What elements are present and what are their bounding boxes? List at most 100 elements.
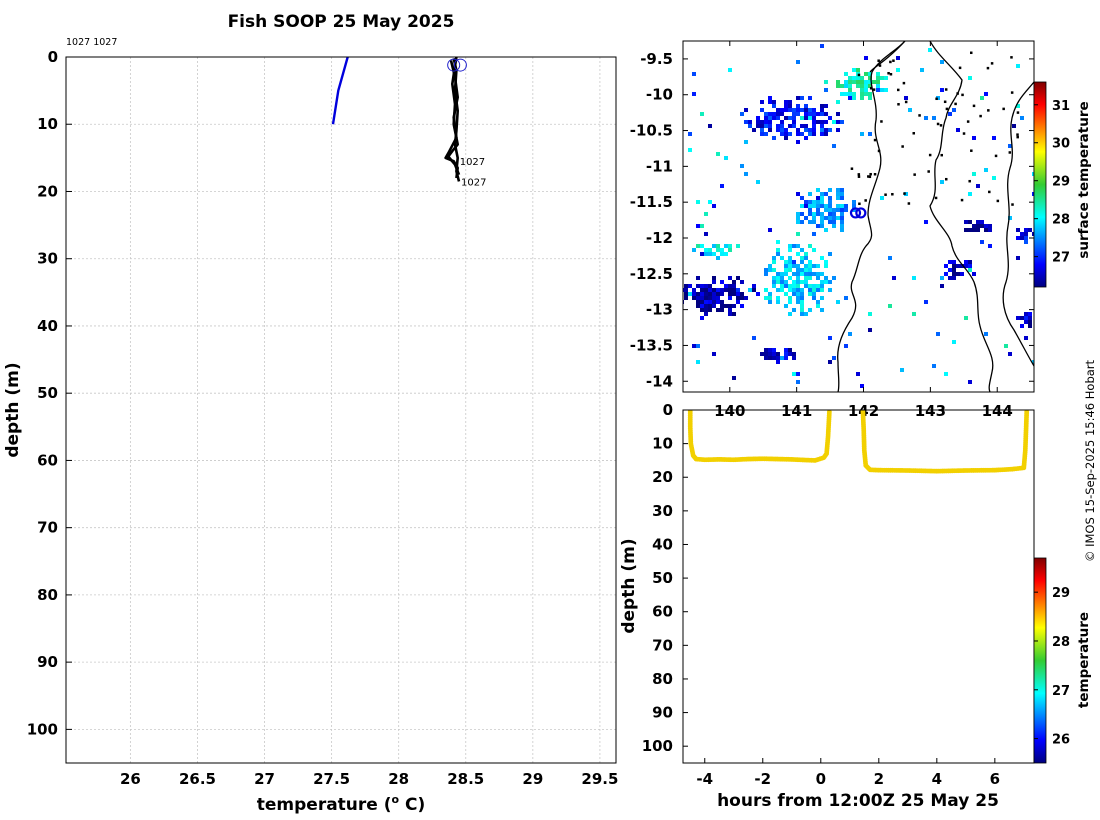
sst-pixel [728, 284, 732, 288]
timeseries-ytick-label: 10 [652, 435, 673, 453]
sst-pixel [724, 284, 728, 288]
sst-pixel [812, 264, 816, 268]
sst-pixel [840, 228, 844, 232]
sst-pixel [804, 276, 808, 280]
sst-pixel [844, 208, 848, 212]
sst-pixel [968, 192, 972, 196]
sst-pixel [848, 96, 852, 100]
sst-pixel [824, 260, 828, 264]
sst-pixel [784, 352, 788, 356]
island-dot [889, 60, 892, 64]
sst-pixel [764, 296, 768, 300]
sst-pixel [824, 280, 828, 284]
map-ytick-label: -12.5 [630, 265, 673, 283]
sst-pixel [776, 124, 780, 128]
timeseries-xlabel: hours from 12:00Z 25 May 25 [717, 791, 999, 811]
sst-pixel [692, 288, 696, 292]
sst-pixel [720, 252, 724, 256]
sst-pixel [720, 308, 724, 312]
sst-pixel [788, 260, 792, 264]
sst-pixel [836, 84, 840, 88]
sst-pixel [860, 88, 864, 92]
sst-pixel [740, 112, 744, 116]
sst-pixel [700, 284, 704, 288]
sst-pixel [980, 224, 984, 228]
sst-pixel [824, 216, 828, 220]
sst-pixel [940, 276, 944, 280]
sst-pixel [832, 224, 836, 228]
sst-pixel [728, 304, 732, 308]
sst-pixel [800, 124, 804, 128]
sst-pixel [792, 308, 796, 312]
profile-gridlines [66, 56, 616, 763]
sst-pixel [808, 204, 812, 208]
sst-pixel [804, 124, 808, 128]
sst-pixel [864, 92, 868, 96]
sst-pixel [728, 308, 732, 312]
sst-pixel [796, 132, 800, 136]
sst-pixel [812, 120, 816, 124]
sst-pixel [760, 352, 764, 356]
sst-pixel [808, 284, 812, 288]
sst-pixel [696, 276, 700, 280]
sst-pixel [688, 284, 692, 288]
island-dot [1011, 203, 1014, 206]
sst-pixel [788, 244, 792, 248]
sst-pixel [936, 332, 940, 336]
sst-pixel [816, 288, 820, 292]
sst-pixel [796, 372, 800, 376]
sst-pixel [776, 276, 780, 280]
timeseries-ytick-label: 80 [652, 670, 673, 688]
island-dot [902, 81, 906, 85]
sst-pixel [808, 212, 812, 216]
sst-pixel [688, 292, 692, 296]
island-dot [928, 153, 932, 157]
sst-pixel [808, 132, 812, 136]
sst-pixel [776, 252, 780, 256]
sst-pixel [736, 276, 740, 280]
sst-pixel [824, 132, 828, 136]
sst-pixel [856, 392, 860, 396]
sst-pixel [800, 196, 804, 200]
sst-pixel [1008, 216, 1012, 220]
sst-pixel [808, 116, 812, 120]
sst-pixel [768, 296, 772, 300]
sst-pixel [836, 196, 840, 200]
sst-pixel [816, 300, 820, 304]
timeseries-xtick-label: -4 [696, 770, 713, 788]
timeseries-ytick-label: 60 [652, 603, 673, 621]
sst-pixel [836, 188, 840, 192]
sst-pixel [860, 96, 864, 100]
sst-pixel [812, 220, 816, 224]
island-dot [912, 132, 916, 135]
sst-pixel [772, 356, 776, 360]
sst-pixel [792, 260, 796, 264]
sst-pixel [984, 92, 988, 96]
sst-pixel [692, 344, 696, 348]
profile-xtick-label: 29 [522, 770, 543, 788]
sst-pixel [856, 84, 860, 88]
sst-pixel [868, 132, 872, 136]
sst-pixel [748, 124, 752, 128]
sst-pixel [804, 312, 808, 316]
island-dot [857, 175, 861, 178]
sst-pixel [824, 192, 828, 196]
sst-pixel [756, 116, 760, 120]
island-dot [956, 92, 959, 95]
sst-pixel [716, 292, 720, 296]
sst-pixel [972, 272, 976, 276]
sst-pixel [704, 292, 708, 296]
sst-pixel [772, 100, 776, 104]
sst-pixel [836, 216, 840, 220]
sst-pixel [848, 80, 852, 84]
sst-pixel [856, 372, 860, 376]
sst-pixel [812, 116, 816, 120]
island-dot [934, 196, 938, 200]
island-dot [872, 88, 876, 91]
sst-pixel [816, 120, 820, 124]
sst-pixel [852, 80, 856, 84]
sst-pixel [952, 108, 956, 112]
island-dot [869, 172, 872, 176]
island-dot [864, 199, 867, 202]
